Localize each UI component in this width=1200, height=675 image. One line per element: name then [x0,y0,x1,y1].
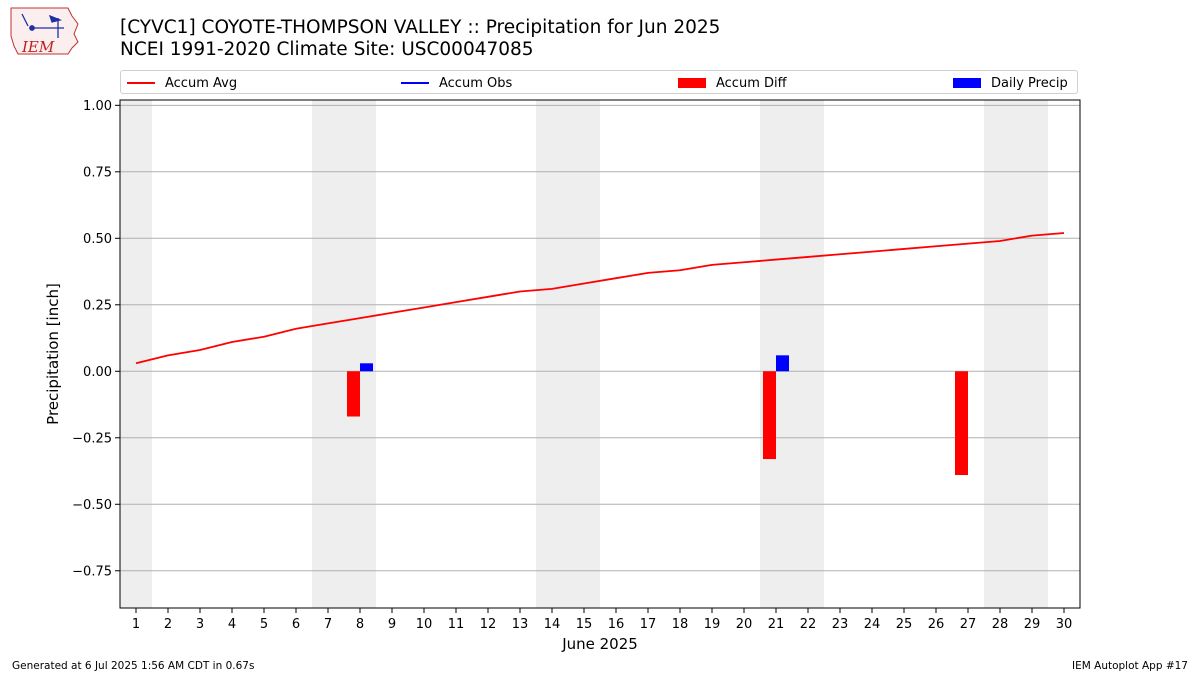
accum-avg-line [135,232,1065,365]
x-tick-label: 22 [800,617,817,632]
weekend-shading [120,100,1048,608]
y-tick-label: −0.25 [72,431,112,446]
x-axis-label: June 2025 [561,635,638,653]
plot-frame [119,99,1081,609]
accum-diff-bar [763,371,776,460]
x-tick-label: 23 [832,617,849,632]
x-tick-label: 13 [512,617,529,632]
app-credit: IEM Autoplot App #17 [1072,660,1188,672]
legend-label: Accum Diff [716,75,787,91]
weekend-span [312,100,376,608]
legend-label: Accum Avg [165,75,238,91]
y-tick-label: −0.50 [72,498,112,513]
x-tick-label: 9 [388,617,396,632]
y-axis: 1.00 0.75 0.50 0.25 0.00 −0.25 −0.50 −0.75 [72,99,120,579]
y-tick-label: 0.00 [83,365,112,380]
x-axis: 1 2 3 4 5 6 7 8 9 10 11 12 13 14 15 16 17 18 19 20 21 22 23 24 2… [132,608,1072,632]
weather-station-icon [21,13,64,38]
x-tick-label: 1 [132,617,140,632]
x-tick-label: 20 [736,617,753,632]
x-tick-label: 27 [960,617,977,632]
legend-swatch [953,78,981,88]
chart-title: [CYVC1] COYOTE-THOMPSON VALLEY :: Precip… [120,17,721,38]
x-tick-label: 3 [196,617,204,632]
iem-logo: IEM [10,7,79,56]
x-tick-label: 7 [324,617,332,632]
x-tick-label: 5 [260,617,268,632]
x-tick-label: 15 [576,617,593,632]
gridlines [120,104,1080,572]
legend: Accum Avg Accum Obs Accum Diff Daily Pre… [120,70,1078,94]
legend-item-accum-obs: Accum Obs [401,74,512,92]
x-tick-label: 26 [928,617,945,632]
x-tick-label: 8 [356,617,364,632]
y-tick-label: 0.75 [83,165,112,180]
legend-item-daily-precip: Daily Precip [953,74,1068,92]
legend-item-accum-avg: Accum Avg [127,74,237,92]
x-tick-label: 10 [416,617,433,632]
chart-subtitle: NCEI 1991-2020 Climate Site: USC00047085 [120,39,534,60]
daily-precip-bar [776,355,789,372]
x-tick-label: 25 [896,617,913,632]
legend-swatch [127,82,155,84]
y-axis-label: Precipitation [inch] [44,283,62,425]
weekend-span [536,100,600,608]
x-tick-label: 21 [768,617,785,632]
accum-diff-bar [347,371,360,417]
bars [347,355,968,476]
legend-label: Accum Obs [439,75,513,91]
x-tick-label: 18 [672,617,689,632]
weekend-span [760,100,824,608]
daily-precip-bar [360,363,373,372]
y-tick-label: −0.75 [72,564,112,579]
x-tick-label: 19 [704,617,721,632]
legend-swatch [678,78,706,88]
iowa-outline-icon [10,7,79,55]
weekend-span [984,100,1048,608]
legend-swatch [401,82,429,84]
y-tick-label: 1.00 [83,99,112,114]
x-tick-label: 14 [544,617,561,632]
x-tick-label: 16 [608,617,625,632]
x-tick-label: 17 [640,617,657,632]
generated-timestamp: Generated at 6 Jul 2025 1:56 AM CDT in 0… [12,660,255,672]
accum-avg-series [135,232,1065,365]
accum-diff-bar [955,371,968,476]
x-tick-label: 29 [1024,617,1041,632]
x-tick-label: 4 [228,617,236,632]
y-tick-label: 0.50 [83,232,112,247]
x-tick-label: 28 [992,617,1009,632]
x-tick-label: 24 [864,617,881,632]
weekend-span [120,100,152,608]
x-tick-label: 30 [1056,617,1073,632]
legend-item-accum-diff: Accum Diff [678,74,787,92]
x-tick-label: 6 [292,617,300,632]
x-tick-label: 11 [448,617,465,632]
y-tick-label: 0.25 [83,298,112,313]
x-tick-label: 12 [480,617,497,632]
x-tick-label: 2 [164,617,172,632]
legend-label: Daily Precip [991,75,1068,91]
logo-text: IEM [21,38,55,56]
